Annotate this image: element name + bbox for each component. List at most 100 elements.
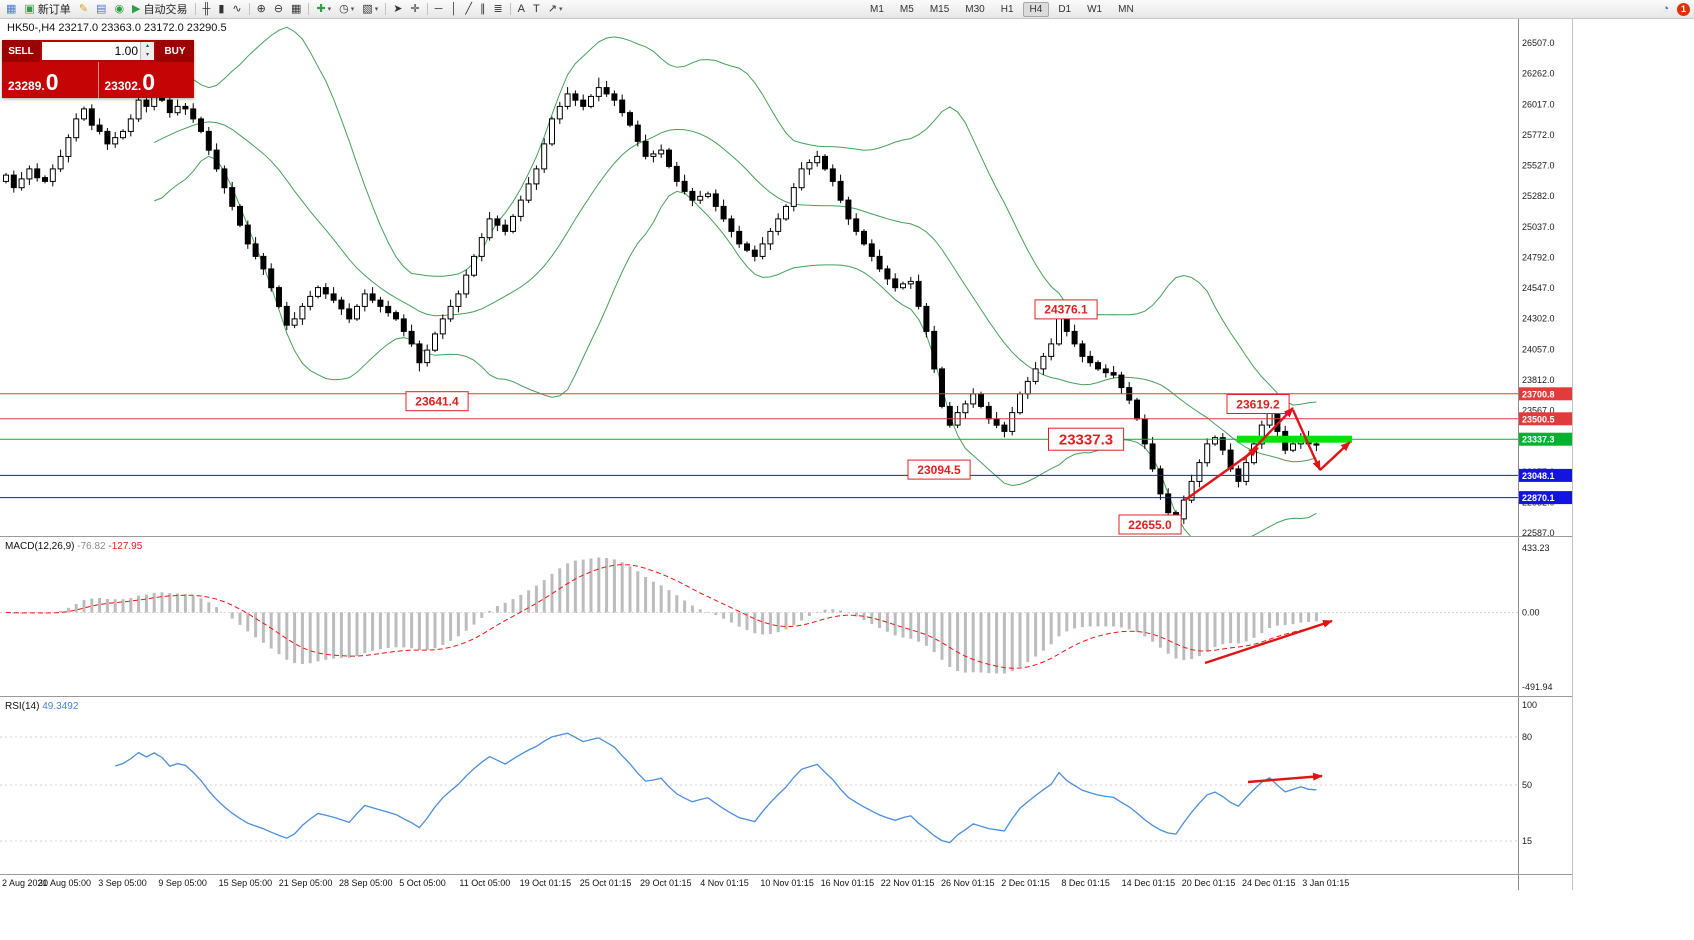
- equidistant-channel-icon[interactable]: ∥: [479, 3, 486, 15]
- timeframe-w1[interactable]: W1: [1087, 3, 1103, 15]
- zoom-out-icon[interactable]: ⊖: [273, 3, 284, 15]
- svg-text:23812.0: 23812.0: [1522, 375, 1555, 385]
- time-label: 29 Oct 01:15: [640, 878, 692, 888]
- toolbar-separator: [248, 3, 250, 15]
- level-line-23700.8[interactable]: 23700.8: [0, 387, 1572, 401]
- volume-down-button[interactable]: ▾: [141, 51, 154, 60]
- charts-window-icon[interactable]: ▦: [6, 3, 17, 15]
- arrows-tool-icon[interactable]: ↗ ▾: [547, 3, 563, 15]
- time-label: 28 Sep 05:00: [339, 878, 393, 888]
- timeframe-mn[interactable]: MN: [1118, 3, 1134, 15]
- zoom-in-icon[interactable]: ⊕: [256, 3, 266, 15]
- timeframe-m5[interactable]: M5: [899, 3, 914, 15]
- time-label: 24 Dec 01:15: [1242, 878, 1296, 888]
- time-axis[interactable]: 2 Aug 2021 30 Aug 05:00 3 Sep 05:00 9 Sep 0…: [0, 875, 1572, 890]
- volume-field[interactable]: 1.00 ▴ ▾: [42, 42, 154, 60]
- metaeditor-icon[interactable]: ✎: [78, 3, 89, 15]
- toolbar-left-group: ▦ ▣ 新订单 ✎ ▤ ◉ ▶ 自动交易 ╫ ▮ ∿ ⊕ ⊖ ▦ ✚ ▾ ◷ ▾ ▧ ▾ ➤ ✛ ─ │ ╱ ∥ ≣ A T ↗ ▾: [2, 0, 566, 18]
- annotation-label-23619.2[interactable]: 23619.2: [1226, 394, 1290, 414]
- volume-up-button[interactable]: ▴: [141, 42, 154, 51]
- svg-text:23500.5: 23500.5: [1522, 414, 1555, 424]
- macd-signal-line: [5, 564, 1317, 669]
- annotation-label-23094.5[interactable]: 23094.5: [907, 459, 971, 480]
- sell-price[interactable]: 23289. 0: [2, 62, 98, 98]
- main-chart-canvas[interactable]: 26507.0 26262.0 26017.0 25772.0 25527.0 25282…: [0, 18, 1694, 536]
- svg-text:26017.0: 26017.0: [1522, 99, 1555, 109]
- annotation-label-22655.0[interactable]: 22655.0: [1118, 514, 1182, 535]
- rsi-panel-canvas[interactable]: 100 80 50 15: [0, 697, 1694, 874]
- buy-button[interactable]: BUY: [156, 40, 194, 62]
- svg-text:23700.8: 23700.8: [1522, 389, 1555, 399]
- price-axis-line: [1518, 18, 1519, 890]
- rsi-trend-arrow[interactable]: [1247, 772, 1323, 784]
- macd-panel-canvas[interactable]: 433.23 0.00 -491.94: [0, 537, 1694, 696]
- svg-text:22870.1: 22870.1: [1522, 493, 1555, 503]
- autotrading-button[interactable]: ▶ 自动交易: [132, 3, 188, 16]
- cursor-icon[interactable]: ➤: [393, 3, 403, 15]
- mql5-community-icon[interactable]: ◔: [1662, 3, 1669, 15]
- periods-icon[interactable]: ◷ ▾: [339, 3, 355, 15]
- trend-arrow[interactable]: [1242, 407, 1294, 461]
- buy-price[interactable]: 23302. 0: [99, 62, 195, 98]
- svg-text:100: 100: [1522, 700, 1537, 710]
- svg-text:433.23: 433.23: [1522, 543, 1550, 553]
- timeframe-d1[interactable]: D1: [1058, 3, 1072, 15]
- timeframe-h4[interactable]: H4: [1022, 1, 1050, 17]
- templates-icon[interactable]: ▧ ▾: [362, 3, 379, 15]
- time-label: 10 Nov 01:15: [760, 878, 814, 888]
- one-click-trading-panel: SELL 1.00 ▴ ▾ BUY 23289. 0 23302. 0: [2, 40, 194, 98]
- annotation-label-24376.1[interactable]: 24376.1: [1034, 299, 1098, 320]
- panel-separator[interactable]: [0, 536, 1572, 537]
- volume-value[interactable]: 1.00: [114, 44, 138, 58]
- panel-separator[interactable]: [0, 696, 1572, 697]
- time-label: 25 Oct 01:15: [579, 878, 632, 888]
- market-watch-icon[interactable]: ▤: [96, 3, 107, 15]
- crosshair-icon[interactable]: ✛: [410, 3, 420, 15]
- trend-arrow[interactable]: [1319, 441, 1351, 471]
- vertical-line-icon[interactable]: │: [450, 3, 458, 15]
- fibonacci-icon[interactable]: ≣: [493, 3, 503, 15]
- text-label-icon[interactable]: T: [533, 3, 540, 15]
- time-label: 15 Sep 05:00: [218, 878, 273, 888]
- time-label: 2 Dec 01:15: [1001, 878, 1050, 888]
- timeframe-m1[interactable]: M1: [870, 3, 884, 15]
- timeframe-h1[interactable]: H1: [1000, 3, 1014, 15]
- timeframe-m30[interactable]: M30: [965, 3, 985, 15]
- trendline-icon[interactable]: ╱: [465, 3, 472, 15]
- timeframe-toolbar: M1 M5 M15 M30 H1 H4 D1 W1 MN: [862, 0, 1142, 18]
- sell-price-main: 23289.: [8, 79, 45, 93]
- horizontal-line-icon[interactable]: ─: [434, 3, 443, 15]
- strategy-tester-icon[interactable]: ◉: [114, 3, 125, 15]
- notifications-badge[interactable]: 1: [1677, 2, 1690, 16]
- trend-arrow[interactable]: [1291, 409, 1322, 471]
- time-label: 19 Oct 01:15: [519, 878, 572, 888]
- toolbar-separator: [509, 3, 511, 15]
- ohlc-bars-icon[interactable]: ╫: [202, 3, 211, 15]
- svg-text:23337.3: 23337.3: [1059, 432, 1113, 449]
- text-icon[interactable]: A: [517, 3, 526, 15]
- svg-text:25772.0: 25772.0: [1522, 130, 1555, 140]
- line-chart-icon[interactable]: ∿: [232, 3, 242, 15]
- rsi-label: RSI(14) 49.3492: [5, 701, 78, 712]
- macd-trend-arrow[interactable]: [1204, 619, 1333, 665]
- time-label: 14 Dec 01:15: [1121, 878, 1176, 888]
- new-order-button[interactable]: ▣ 新订单: [24, 3, 71, 16]
- timeframe-m15[interactable]: M15: [929, 3, 950, 15]
- svg-text:24057.0: 24057.0: [1522, 344, 1555, 354]
- svg-text:80: 80: [1522, 732, 1532, 742]
- sell-price-big-digit: 0: [45, 69, 59, 95]
- level-line-22870.1[interactable]: 22870.1: [0, 491, 1572, 505]
- highlight-band[interactable]: [1237, 435, 1352, 443]
- candlestick-chart-icon[interactable]: ▮: [218, 3, 225, 15]
- level-line-23048.1[interactable]: 23048.1: [0, 468, 1572, 482]
- annotation-label-23337.3[interactable]: 23337.3: [1048, 427, 1125, 451]
- level-line-23500.5[interactable]: 23500.5: [0, 412, 1572, 426]
- svg-text:26507.0: 26507.0: [1522, 38, 1555, 48]
- svg-text:22587.0: 22587.0: [1522, 528, 1555, 536]
- chart-window-edge: [1572, 18, 1573, 890]
- time-label: 3 Jan 01:15: [1302, 878, 1350, 888]
- annotation-label-23641.4[interactable]: 23641.4: [405, 391, 469, 412]
- indicators-icon[interactable]: ✚ ▾: [316, 3, 332, 15]
- tile-windows-icon[interactable]: ▦: [291, 3, 302, 15]
- sell-button[interactable]: SELL: [2, 40, 40, 62]
